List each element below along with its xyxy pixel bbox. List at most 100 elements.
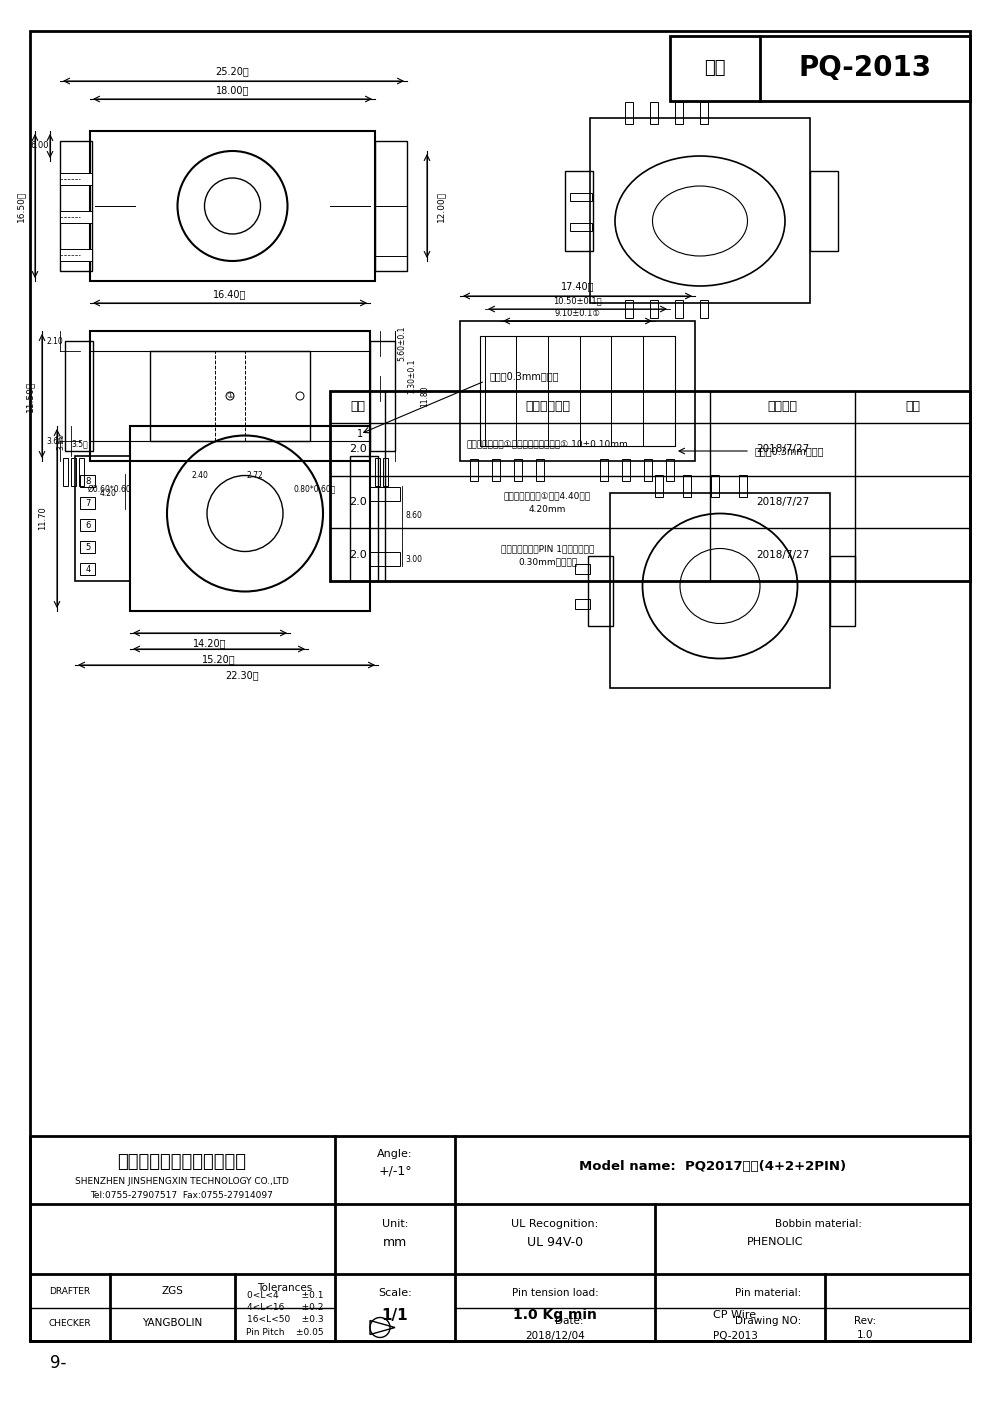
Text: 7: 7: [85, 499, 91, 507]
Bar: [600, 460, 608, 481]
Bar: [79, 458, 84, 486]
Text: 确认: 确认: [905, 401, 920, 413]
Text: 9.10±0.1①: 9.10±0.1①: [555, 310, 600, 318]
Text: Unit:: Unit:: [382, 1219, 408, 1229]
Bar: [60, 212, 92, 223]
Text: 2018/7/27: 2018/7/27: [756, 549, 809, 559]
Bar: [675, 300, 683, 318]
Text: Ø0.60*0.60: Ø0.60*0.60: [88, 485, 132, 493]
Text: 2.0: 2.0: [349, 444, 366, 454]
Text: 11.50Ⓒ: 11.50Ⓒ: [26, 381, 34, 412]
Text: 12.00ⓓ: 12.00ⓓ: [436, 191, 446, 221]
Bar: [700, 102, 708, 125]
Bar: [650, 102, 658, 125]
Text: mm: mm: [383, 1236, 407, 1248]
Text: 15.20Ⓑ: 15.20Ⓑ: [202, 654, 236, 664]
Bar: [460, 321, 695, 461]
Text: 型号: 型号: [704, 59, 726, 77]
Text: ZGS: ZGS: [161, 1286, 183, 1296]
Text: 0.80*0.60ⓕ: 0.80*0.60ⓕ: [294, 485, 336, 493]
Text: 2018/7/27: 2018/7/27: [756, 444, 809, 454]
Text: Rev:: Rev:: [854, 1317, 876, 1327]
Bar: [536, 460, 544, 481]
Text: 2.72: 2.72: [247, 472, 263, 481]
Bar: [90, 132, 375, 282]
Text: DRAFTER: DRAFTER: [49, 1288, 91, 1296]
Text: 9-: 9-: [50, 1353, 66, 1372]
Bar: [570, 223, 592, 231]
Bar: [80, 475, 95, 488]
Bar: [675, 102, 683, 125]
Bar: [370, 340, 395, 451]
Text: Tel:0755-27907517  Fax:0755-27914097: Tel:0755-27907517 Fax:0755-27914097: [91, 1191, 273, 1201]
Text: 0.30mm小台阶。: 0.30mm小台阶。: [518, 558, 577, 566]
Text: 10.50±0.1Ⓐ: 10.50±0.1Ⓐ: [553, 297, 602, 305]
Text: 2.40: 2.40: [192, 472, 208, 481]
Text: 11.70: 11.70: [38, 507, 48, 531]
Bar: [71, 458, 76, 486]
Text: 2.10: 2.10: [47, 336, 63, 346]
Bar: [575, 565, 590, 574]
Bar: [30, 1136, 970, 1341]
Text: Model name:  PQ2017立式(4+2+2PIN): Model name: PQ2017立式(4+2+2PIN): [579, 1160, 846, 1173]
Text: UL 94V-0: UL 94V-0: [527, 1236, 583, 1248]
Bar: [370, 552, 400, 566]
Bar: [80, 541, 95, 553]
Bar: [90, 331, 370, 461]
Bar: [670, 36, 970, 101]
Text: 6: 6: [85, 521, 91, 530]
Text: 1.0: 1.0: [857, 1331, 873, 1341]
Text: Tolerances: Tolerances: [257, 1283, 313, 1293]
Text: 4.20mm: 4.20mm: [529, 504, 566, 514]
Text: 6.00: 6.00: [31, 142, 49, 150]
Text: 7.30±0.1: 7.30±0.1: [408, 359, 416, 394]
Bar: [590, 118, 810, 303]
Bar: [810, 171, 838, 251]
Bar: [75, 455, 130, 581]
Bar: [700, 300, 708, 318]
Bar: [492, 460, 500, 481]
Text: 8: 8: [85, 476, 91, 486]
Text: 根据客户要求，PIN 1脚墙添加一个: 根据客户要求，PIN 1脚墙添加一个: [501, 544, 594, 553]
Bar: [622, 460, 630, 481]
Text: 16.50Ⓒ: 16.50Ⓒ: [16, 191, 26, 221]
Text: 5: 5: [85, 542, 91, 552]
Bar: [130, 426, 370, 611]
Text: Bobbin material:: Bobbin material:: [775, 1219, 862, 1229]
Bar: [60, 249, 92, 261]
Bar: [650, 300, 658, 318]
Text: 17.40ⓓ: 17.40ⓓ: [561, 282, 594, 291]
Text: 变更日期: 变更日期: [768, 401, 798, 413]
Bar: [60, 172, 92, 185]
Text: 0<L<4        ±0.1: 0<L<4 ±0.1: [247, 1290, 323, 1300]
Text: PHENOLIC: PHENOLIC: [747, 1237, 803, 1247]
Text: CHECKER: CHECKER: [49, 1318, 91, 1328]
Bar: [330, 391, 970, 581]
Text: 3.00: 3.00: [406, 555, 422, 563]
Text: 2018/7/27: 2018/7/27: [756, 497, 809, 507]
Text: 2018/12/04: 2018/12/04: [525, 1331, 585, 1341]
Bar: [711, 475, 719, 497]
Bar: [80, 563, 95, 574]
Text: 1: 1: [357, 429, 363, 439]
Bar: [370, 488, 400, 502]
Bar: [830, 556, 855, 626]
Bar: [65, 340, 93, 451]
Text: Pin tension load:: Pin tension load:: [512, 1289, 598, 1299]
Text: 此处加0.3mm小台阶: 此处加0.3mm小台阶: [490, 371, 560, 381]
Bar: [63, 458, 68, 486]
Text: 4: 4: [85, 565, 91, 573]
Bar: [514, 460, 522, 481]
Text: 3.60: 3.60: [46, 437, 64, 446]
Text: 22.30Ⓒ: 22.30Ⓒ: [226, 670, 259, 679]
Text: Date:: Date:: [555, 1317, 584, 1327]
Bar: [375, 142, 407, 270]
Text: 此处加0.3mm小台阶: 此处加0.3mm小台阶: [755, 446, 824, 455]
Bar: [80, 518, 95, 531]
Text: 25.20Ⓐ: 25.20Ⓐ: [216, 66, 249, 76]
Text: ①: ①: [226, 391, 234, 401]
Text: 3.50: 3.50: [56, 433, 66, 450]
Bar: [655, 475, 663, 497]
Text: 14.20Ⓐ: 14.20Ⓐ: [193, 637, 227, 649]
Text: 8.60: 8.60: [406, 511, 422, 521]
